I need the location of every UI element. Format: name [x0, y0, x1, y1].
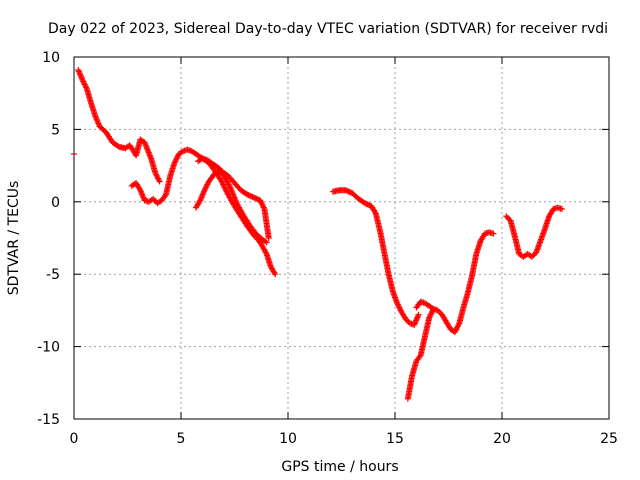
data-point	[272, 271, 279, 278]
y-tick-label: 0	[51, 195, 60, 211]
y-tick-label: -10	[37, 340, 60, 356]
data-points	[71, 67, 565, 402]
tick-labels: 0 5 10 15 20 25 -15 -10 -5 0 5 10	[37, 50, 618, 447]
plot-frame	[73, 56, 610, 420]
y-tick-label: -15	[37, 412, 60, 428]
x-tick-label: 0	[70, 431, 79, 447]
data-point	[490, 230, 497, 237]
data-point	[504, 214, 511, 221]
grid	[74, 57, 609, 419]
x-tick-label: 5	[177, 431, 186, 447]
chart-title: Day 022 of 2023, Sidereal Day-to-day VTE…	[48, 21, 608, 37]
x-tick-label: 10	[279, 431, 297, 447]
data-point	[503, 213, 510, 220]
data-point	[530, 252, 537, 259]
axis-ticks	[73, 56, 610, 420]
data-point	[434, 307, 441, 314]
data-point	[558, 206, 565, 213]
y-axis-label: SDTVAR / TECUs	[6, 181, 22, 296]
data-point	[415, 311, 422, 318]
x-tick-label: 20	[493, 431, 511, 447]
data-point	[265, 235, 272, 241]
x-axis-label: GPS time / hours	[281, 459, 398, 475]
y-tick-label: 5	[51, 122, 60, 138]
data-point	[430, 305, 437, 312]
x-tick-label: 25	[600, 431, 618, 447]
data-point	[156, 178, 163, 185]
data-point	[263, 239, 270, 246]
y-tick-label: -5	[46, 267, 60, 283]
y-tick-label: 10	[42, 50, 60, 66]
x-tick-label: 15	[386, 431, 404, 447]
